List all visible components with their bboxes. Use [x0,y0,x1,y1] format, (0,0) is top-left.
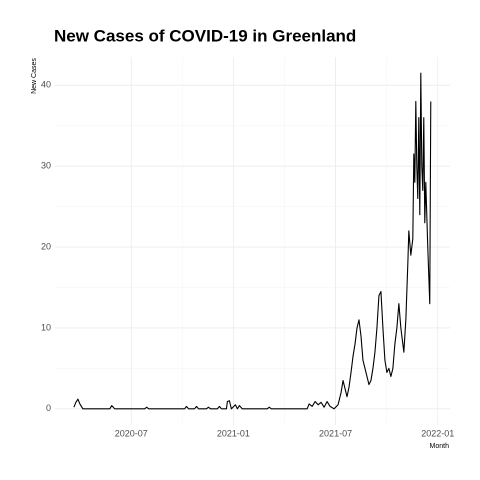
y-tick-label: 40 [41,80,51,90]
x-tick-label: 2021-01 [217,428,250,438]
chart-title: New Cases of COVID-19 in Greenland [54,26,356,45]
y-axis-label: New Cases [31,58,38,94]
x-axis-label: Month [430,443,450,450]
y-tick-label: 30 [41,161,51,171]
x-tick-label: 2021-07 [319,428,352,438]
y-tick-label: 10 [41,322,51,332]
x-tick-label: 2022-01 [421,428,454,438]
y-tick-label: 0 [46,403,51,413]
line [73,72,432,410]
y-tick-label: 20 [41,241,51,251]
x-tick-label: 2020-07 [115,428,148,438]
